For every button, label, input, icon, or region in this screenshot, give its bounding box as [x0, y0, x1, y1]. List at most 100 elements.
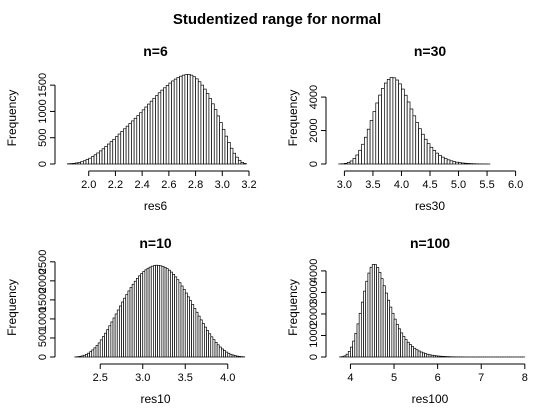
histogram-bar [426, 143, 431, 165]
histogram-bar [107, 143, 111, 165]
histogram-bar [141, 109, 146, 165]
y-tick-label: 2000 [308, 302, 320, 326]
histogram-bar [104, 146, 108, 165]
histogram-bar [381, 88, 385, 165]
histogram-bar [192, 76, 196, 165]
histogram-bar [205, 93, 210, 165]
histogram-bars [338, 77, 491, 165]
y-axis-label: Frequency [286, 90, 300, 147]
histogram-bar [184, 74, 188, 165]
histogram-bar [366, 128, 371, 165]
histogram-bar [187, 74, 191, 165]
x-tick-label: 4 [347, 372, 353, 384]
x-tick-label: 5.0 [451, 179, 466, 191]
histogram-bar [435, 152, 439, 165]
histogram-bar [139, 112, 143, 165]
histogram-bar [466, 163, 471, 165]
y-tick-label: 1500 [37, 73, 49, 97]
panel-1: n=30 3.0 3.5 4.0 4.5 5.0 5.5 6.0 0 2000 4000 res30 F… [286, 43, 523, 213]
histogram-bar [125, 125, 130, 165]
histogram-bar [406, 101, 411, 165]
histogram-bar [227, 142, 231, 165]
histogram-bar [80, 161, 84, 165]
x-tick-label: 7 [478, 372, 484, 384]
histogram-bars [339, 264, 526, 358]
y-tick-label: 2000 [37, 269, 49, 293]
histogram-bar [157, 92, 162, 165]
histogram-bar [229, 147, 234, 165]
histogram-bar [93, 154, 98, 165]
histogram-bar [415, 122, 419, 165]
histogram-bar [401, 88, 405, 165]
histogram-bar [443, 158, 448, 165]
x-tick-label: 3.2 [241, 179, 256, 191]
histogram-bar [96, 152, 100, 165]
histogram-bar [346, 162, 351, 165]
histogram-bar [361, 143, 365, 165]
histogram-bar [224, 135, 228, 165]
panel-title: n=30 [414, 43, 447, 59]
histogram-bar [211, 103, 215, 165]
histogram-bar [77, 162, 82, 165]
histogram-bar [423, 138, 428, 165]
histogram-bar [195, 78, 199, 165]
histogram-bar [418, 128, 422, 165]
histogram-bar [344, 162, 348, 165]
x-axis-label: res10 [140, 392, 170, 406]
histogram-bar [171, 80, 175, 165]
histogram-bar [384, 82, 388, 165]
histogram-bar [165, 85, 170, 165]
histogram-bar [115, 136, 119, 165]
histogram-bar [144, 106, 148, 165]
histogram-bar [128, 123, 132, 165]
histogram-bar [355, 154, 360, 165]
histogram-bar [173, 78, 178, 165]
histogram-bar [83, 160, 87, 165]
histogram-bar [458, 162, 462, 165]
y-tick-label: 0 [37, 354, 49, 360]
histogram-bars [74, 264, 246, 358]
histogram-bar [208, 98, 212, 165]
histogram-bar [409, 108, 414, 165]
histogram-bar [369, 120, 374, 165]
histogram-bar [398, 83, 402, 165]
histogram-bar [216, 115, 220, 165]
histogram-bar [358, 149, 362, 165]
x-tick-label: 4.0 [394, 179, 409, 191]
x-tick-label: 2.2 [108, 179, 123, 191]
histogram-bar [72, 163, 76, 165]
histogram-bar [372, 111, 377, 165]
y-tick-label: 0 [37, 161, 49, 167]
histogram-bar [449, 160, 454, 165]
x-tick-label: 3.5 [365, 179, 380, 191]
histogram-bar [109, 141, 114, 165]
histogram-bar [179, 75, 183, 165]
histogram-bar [136, 115, 140, 165]
x-tick-label: 6 [435, 372, 441, 384]
histogram-bar [392, 77, 397, 165]
histogram-bar [91, 156, 95, 165]
histogram-bar [88, 157, 92, 165]
x-tick-label: 2.5 [93, 372, 108, 384]
histogram-bar [112, 138, 116, 165]
histogram-bar [412, 115, 417, 165]
y-tick-label: 1500 [37, 288, 49, 312]
histogram-bar [237, 159, 242, 165]
histogram-bar [131, 120, 135, 165]
histogram-bar [243, 163, 247, 165]
y-tick-label: 3000 [308, 280, 320, 304]
histogram-bar [235, 156, 239, 165]
y-tick-label: 0 [308, 354, 320, 360]
x-axis-label: res6 [144, 199, 168, 213]
histogram-bar [147, 103, 151, 165]
histogram-bar [386, 79, 391, 165]
histogram-bar [160, 89, 164, 165]
y-tick-label: 1000 [308, 323, 320, 347]
histogram-bar [99, 150, 103, 165]
histogram-bar [149, 100, 154, 165]
histogram-bar [432, 150, 437, 165]
x-tick-label: 3.0 [337, 179, 352, 191]
histogram-bar [213, 109, 218, 165]
